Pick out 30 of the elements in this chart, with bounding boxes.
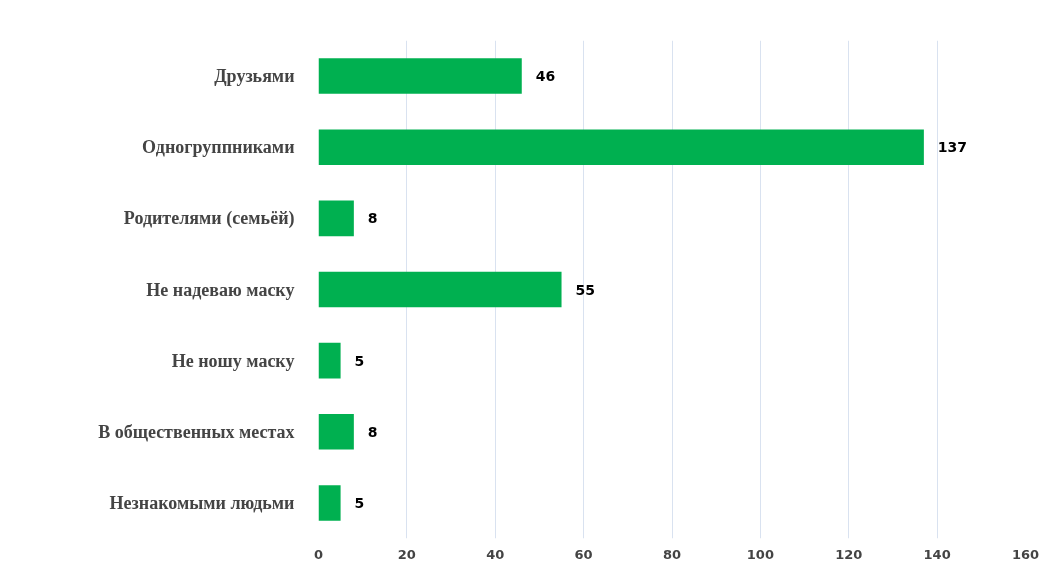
bar — [318, 485, 341, 521]
data-label: 5 — [354, 352, 365, 369]
x-tick-label: 0 — [313, 546, 324, 562]
x-tick-label: 60 — [574, 546, 593, 562]
y-tick-label: Незнакомыми людьми — [109, 492, 295, 513]
x-tick-label: 120 — [835, 546, 863, 562]
y-tick-label: Одногруппниками — [142, 137, 295, 158]
bar — [318, 129, 924, 165]
y-tick-label: Не ношу маску — [171, 350, 295, 371]
bar — [318, 414, 354, 450]
y-tick-label: Друзьями — [214, 66, 295, 87]
data-label: 5 — [354, 494, 365, 511]
data-label: 8 — [367, 423, 378, 440]
bar — [318, 342, 341, 379]
x-tick-label: 140 — [923, 546, 951, 562]
data-label: 8 — [367, 210, 378, 227]
bar — [318, 58, 522, 94]
data-label: 137 — [937, 139, 968, 156]
y-tick-label: Родителями (семьёй) — [123, 208, 295, 230]
y-tick-label: В общественных местах — [98, 421, 295, 442]
bar — [318, 271, 562, 308]
x-tick-label: 160 — [1011, 546, 1040, 562]
data-label: 46 — [535, 68, 556, 85]
y-tick-label: Не надеваю маску — [146, 279, 295, 300]
bar — [318, 200, 354, 237]
x-tick-label: 100 — [746, 546, 774, 562]
x-tick-label: 80 — [662, 546, 682, 562]
x-tick-label: 40 — [486, 546, 505, 562]
data-label: 55 — [575, 281, 596, 298]
x-tick-label: 20 — [397, 546, 416, 562]
